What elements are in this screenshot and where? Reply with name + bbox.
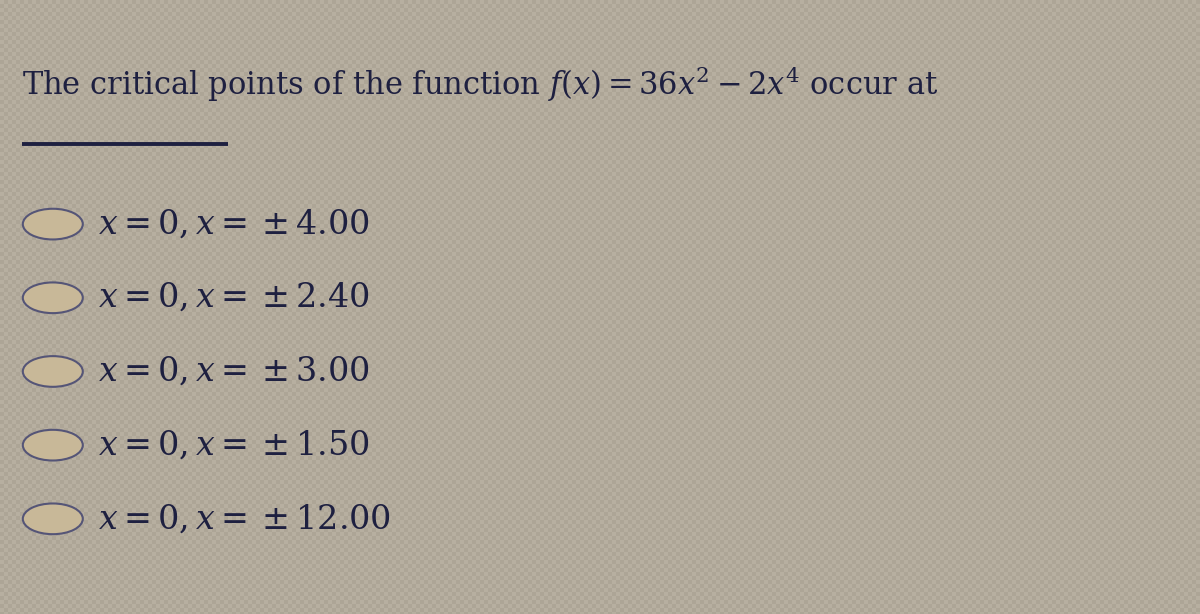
Text: $x = 0, x = \pm12.00$: $x = 0, x = \pm12.00$ <box>98 502 391 535</box>
Circle shape <box>23 356 83 387</box>
Text: $x = 0, x = \pm2.40$: $x = 0, x = \pm2.40$ <box>98 281 371 314</box>
Circle shape <box>23 503 83 534</box>
Circle shape <box>23 430 83 460</box>
Text: $x = 0, x = \pm1.50$: $x = 0, x = \pm1.50$ <box>98 429 371 462</box>
Text: $x = 0, x = \pm4.00$: $x = 0, x = \pm4.00$ <box>98 208 371 241</box>
Circle shape <box>23 282 83 313</box>
Text: $x = 0, x = \pm3.00$: $x = 0, x = \pm3.00$ <box>98 355 371 388</box>
Text: The critical points of the function $f(x) = 36x^2 - 2x^4$ occur at: The critical points of the function $f(x… <box>22 64 938 104</box>
Circle shape <box>23 209 83 239</box>
